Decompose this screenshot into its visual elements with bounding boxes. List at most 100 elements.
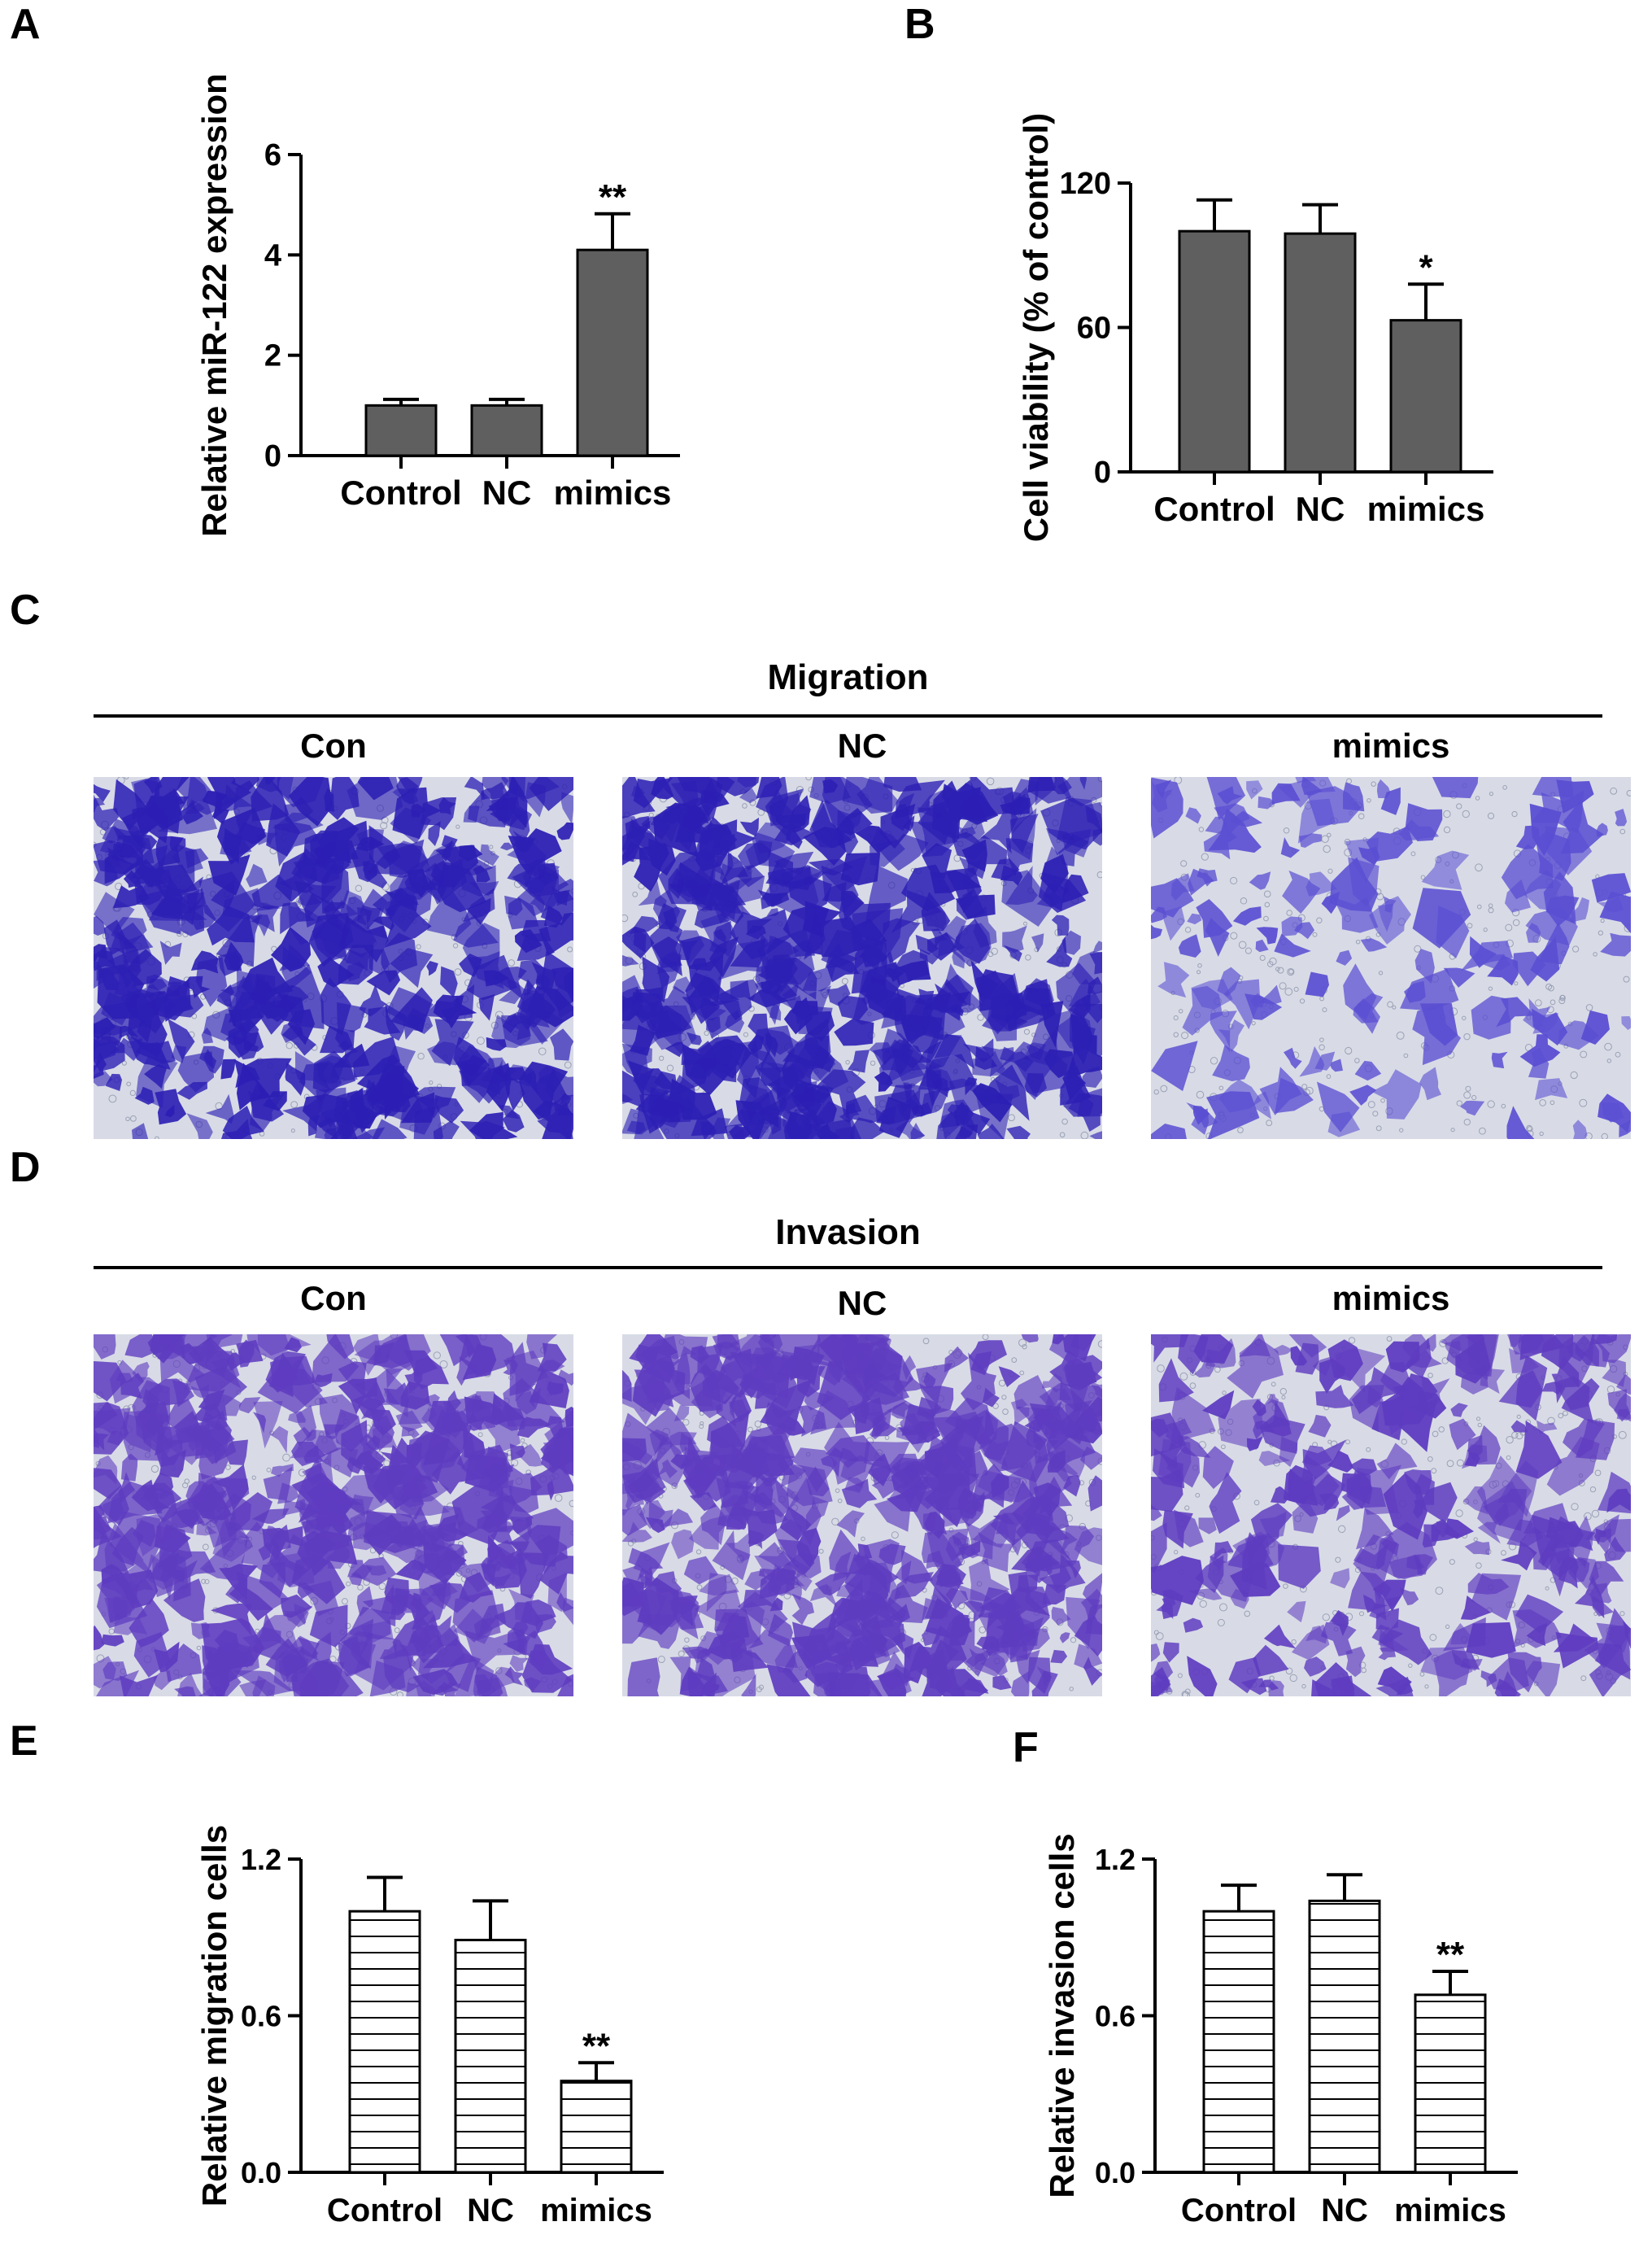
- micrograph-cell: [1601, 1102, 1624, 1123]
- significance-mark: *: [1419, 247, 1433, 287]
- micrograph-pore: [1487, 812, 1495, 819]
- micrograph-pore: [429, 1080, 434, 1085]
- invasion-micrograph-nc: [622, 1334, 1102, 1696]
- micrograph-pore: [1259, 954, 1266, 962]
- micrograph-cell: [944, 1666, 964, 1696]
- micrograph-pore: [657, 1655, 665, 1664]
- micrograph-cell: [387, 1045, 416, 1075]
- micrograph-cell: [1239, 1334, 1271, 1357]
- micrograph-pore: [1001, 1395, 1007, 1400]
- migration-rule: [94, 714, 1602, 718]
- micrograph-cell: [1044, 1525, 1078, 1555]
- micrograph-pore: [1488, 986, 1493, 991]
- micrograph-pore: [1286, 910, 1292, 916]
- significance-mark: **: [599, 177, 627, 217]
- micrograph-cell: [1158, 1358, 1194, 1403]
- micrograph-pore: [758, 1684, 765, 1690]
- micrograph-cell: [1002, 925, 1027, 953]
- micrograph-cell: [1455, 1337, 1492, 1384]
- micrograph-cell: [1515, 825, 1540, 849]
- micrograph-cell: [1531, 790, 1584, 833]
- micrograph-pore: [891, 1531, 899, 1539]
- micrograph-cell: [177, 777, 209, 811]
- micrograph-pore: [1392, 1005, 1397, 1010]
- micrograph-cell: [356, 828, 385, 849]
- micrograph-pore: [155, 1136, 159, 1139]
- bar: [1178, 229, 1251, 474]
- micrograph-cell: [1589, 1334, 1618, 1345]
- micrograph-cell: [1205, 816, 1227, 834]
- micrograph-cell: [922, 1014, 944, 1037]
- y-axis-label: Relative miR-122 expression: [195, 73, 233, 537]
- micrograph-pore: [567, 946, 573, 953]
- micrograph-cell: [385, 1466, 406, 1496]
- micrograph-pore: [201, 1578, 207, 1584]
- micrograph-cell: [251, 1508, 290, 1524]
- micrograph-cell: [279, 865, 314, 893]
- micrograph-cell: [509, 1516, 532, 1543]
- micrograph-cell: [257, 1366, 323, 1414]
- micrograph-cell: [186, 888, 207, 911]
- micrograph-cell: [712, 1530, 751, 1581]
- micrograph-pore: [1266, 961, 1274, 967]
- micrograph-cell: [157, 1334, 174, 1346]
- migration-col-nc: NC: [837, 727, 887, 765]
- micrograph-cell: [1363, 1594, 1388, 1613]
- micrograph-cell: [689, 1491, 717, 1512]
- micrograph-cell: [443, 862, 461, 886]
- micrograph-cell: [299, 1661, 364, 1696]
- micrograph-pore: [1177, 1673, 1183, 1678]
- micrograph-cell: [529, 777, 573, 811]
- micrograph-cell: [370, 1408, 396, 1436]
- micrograph-cell: [1419, 1067, 1441, 1101]
- micrograph-cell: [1509, 1348, 1540, 1373]
- micrograph-cell: [187, 1501, 215, 1526]
- micrograph-pore: [1429, 1634, 1437, 1641]
- micrograph-pore: [477, 1037, 485, 1045]
- category-label: mimics: [540, 2193, 652, 2228]
- micrograph-cell: [94, 944, 108, 962]
- micrograph-cell: [657, 1459, 678, 1479]
- micrograph-cell: [1332, 897, 1379, 933]
- micrograph-cell: [337, 1002, 367, 1032]
- micrograph-cell: [1532, 1008, 1568, 1045]
- micrograph-pore: [1502, 785, 1507, 790]
- micrograph-pore: [1450, 1128, 1455, 1133]
- micrograph-cell: [1218, 1399, 1264, 1450]
- micrograph-cell: [891, 890, 942, 933]
- micrograph-cell: [478, 994, 495, 1021]
- y-tick-label: 60: [1077, 312, 1111, 346]
- micrograph-cell: [280, 901, 316, 935]
- micrograph-cell: [364, 1066, 424, 1123]
- micrograph-cell: [1327, 1339, 1363, 1381]
- category-label: Control: [1153, 490, 1275, 528]
- micrograph-pore: [1615, 1051, 1621, 1058]
- micrograph-pore: [520, 1438, 525, 1443]
- micrograph-cell: [683, 1556, 719, 1585]
- micrograph-cell: [1050, 1649, 1068, 1664]
- micrograph-cell: [890, 1085, 923, 1115]
- micrograph-cell: [786, 825, 803, 849]
- micrograph-cell: [1414, 1473, 1435, 1505]
- micrograph-pore: [1184, 1505, 1190, 1511]
- micrograph-pore: [1269, 957, 1277, 966]
- micrograph-pore: [1155, 1632, 1164, 1640]
- micrograph-cell: [625, 1491, 644, 1511]
- micrograph-cell: [673, 1405, 690, 1421]
- micrograph-cell: [1353, 1534, 1398, 1600]
- micrograph-pore: [1378, 971, 1384, 976]
- micrograph-pore: [508, 959, 515, 967]
- micrograph-cell: [1466, 1622, 1516, 1658]
- micrograph-cell: [939, 1099, 970, 1128]
- micrograph-pore: [1230, 932, 1238, 940]
- micrograph-cell: [220, 976, 264, 1012]
- micrograph-cell: [1498, 1370, 1543, 1408]
- bar: [364, 404, 438, 457]
- micrograph-pore: [982, 1334, 989, 1341]
- micrograph-pore: [682, 1418, 690, 1426]
- micrograph-cell: [1005, 866, 1038, 906]
- micrograph-cell: [1089, 952, 1102, 975]
- micrograph-cell: [1480, 1670, 1497, 1687]
- micrograph-pore: [1299, 998, 1305, 1004]
- micrograph-pore: [1096, 871, 1102, 879]
